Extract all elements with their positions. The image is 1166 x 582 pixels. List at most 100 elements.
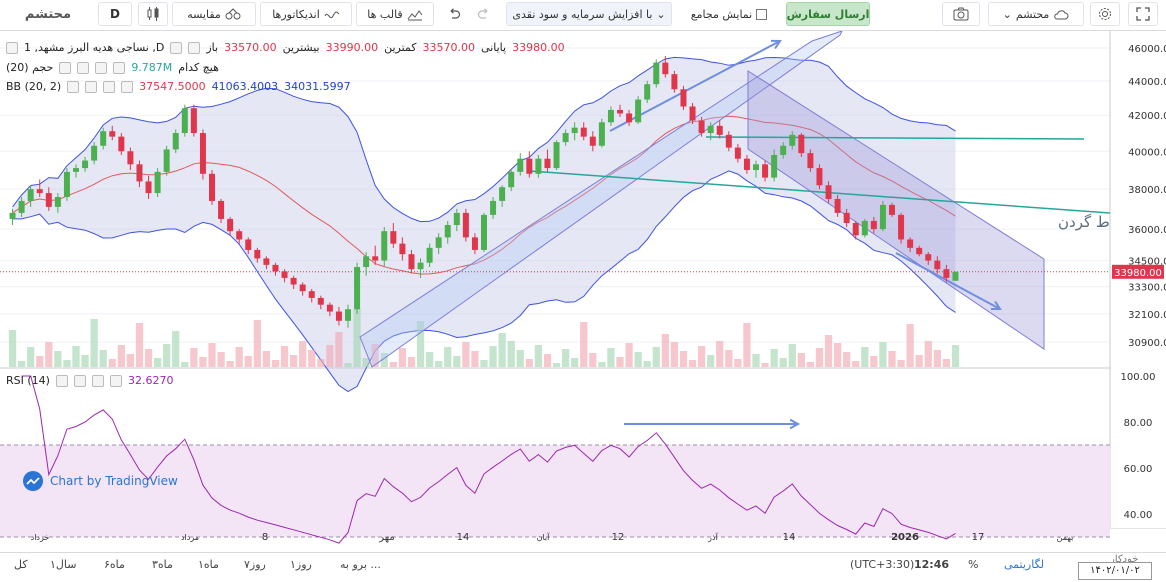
volume-bar (199, 357, 207, 367)
send-order-button[interactable]: ارسال سفارش (786, 2, 870, 26)
tradingview-watermark[interactable]: Chart by TradingView (22, 470, 178, 492)
templates-button[interactable]: قالب ها (356, 2, 434, 26)
adjustment-dropdown[interactable]: با افزایش سرمایه و سود نقدی ⌄ (506, 2, 672, 26)
layout-name: محتشم (1015, 7, 1050, 21)
volume-bar (362, 358, 370, 367)
volume-bar (806, 362, 815, 367)
interval-button[interactable]: D (98, 2, 132, 26)
redo-button[interactable] (470, 2, 498, 26)
date-box[interactable]: ۱۴۰۲/۰۱/۰۲ (1078, 562, 1152, 580)
candle-body (861, 220, 868, 236)
volume-bar (389, 362, 397, 367)
price-tick-label: 33300.00 (1128, 283, 1166, 294)
volume-bar (534, 345, 543, 367)
symbol-label: محتشم (24, 6, 72, 22)
chart-style-button[interactable] (138, 2, 168, 26)
candle-body (789, 134, 796, 146)
rsi-eye-button[interactable] (55, 374, 68, 387)
candle-body (879, 204, 886, 230)
volume-bar (27, 347, 35, 367)
timezone-label[interactable]: (UTC+3:30) (850, 558, 915, 571)
legend-eye-button[interactable] (188, 41, 201, 54)
candle-body (490, 200, 497, 215)
range-3m[interactable]: ۳ماه (152, 558, 173, 571)
volume-bar (398, 348, 407, 367)
candles-icon (147, 7, 159, 21)
bb-eye-button[interactable] (67, 80, 80, 93)
volume-bar (181, 362, 189, 367)
bb-more-button[interactable] (121, 80, 134, 93)
volume-bar (126, 354, 135, 367)
candle-body (553, 142, 560, 169)
compare-button[interactable]: مقایسه (172, 2, 256, 26)
indicators-button[interactable]: اندیکاتورها (260, 2, 352, 26)
symbol-search-button[interactable]: محتشم (2, 2, 94, 26)
volume-bar (135, 323, 144, 367)
candle-body (780, 145, 787, 155)
watermark-text: Chart by TradingView (50, 474, 178, 488)
range-1m[interactable]: ۱ماه (198, 558, 219, 571)
volume-bar (299, 341, 307, 367)
show-sum-toggle[interactable]: نمایش مجامع (676, 2, 782, 26)
volume-remove-button[interactable] (95, 61, 108, 74)
volume-bar (634, 352, 642, 367)
volume-bar (607, 348, 615, 367)
settings-button[interactable] (1090, 2, 1120, 26)
candle-body (381, 231, 388, 261)
goto-date-button[interactable]: برو به ... (340, 558, 381, 571)
undo-button[interactable] (440, 2, 468, 26)
rsi-remove-button[interactable] (91, 374, 104, 387)
volume-bar (679, 351, 688, 367)
trend-arrow-up-head (770, 39, 782, 50)
range-7d[interactable]: ۷روز (244, 558, 266, 571)
screenshot-button[interactable] (942, 2, 980, 26)
clock-label: 12:46 (914, 558, 950, 571)
bb-remove-button[interactable] (103, 80, 116, 93)
chevron-down-icon: ⌄ (656, 7, 666, 21)
volume-bar (643, 361, 651, 367)
bb-lower-line (12, 170, 956, 393)
volume-bar (716, 341, 724, 367)
candle-body (417, 262, 424, 270)
volume-bar (779, 358, 787, 367)
volume-more-button[interactable] (113, 61, 126, 74)
volume-bar (861, 347, 869, 367)
log-toggle[interactable]: لگاریتمی (1004, 558, 1044, 571)
legend-settings-button[interactable] (170, 41, 183, 54)
volume-bar (462, 342, 470, 367)
candle-body (290, 277, 297, 285)
volume-bar (90, 319, 98, 367)
bb-settings-button[interactable] (85, 80, 98, 93)
fullscreen-button[interactable] (1128, 2, 1158, 26)
range-1d[interactable]: ۱روز (290, 558, 312, 571)
chart-area[interactable]: 46000.00 44000.00 42000.00 40000.00 38000.00… (0, 30, 1166, 551)
candlesticks[interactable] (9, 56, 959, 328)
tradingview-logo-icon (23, 471, 43, 491)
percent-toggle[interactable]: % (968, 558, 979, 571)
volume-bar (951, 345, 960, 367)
range-6m[interactable]: ۶ماه (104, 558, 125, 571)
rsi-tick-label: 80.00 (1124, 418, 1153, 429)
chart-svg[interactable]: 46000.00 44000.00 42000.00 40000.00 38000.00… (0, 30, 1166, 551)
volume-settings-button[interactable] (77, 61, 90, 74)
volume-bar (743, 323, 751, 367)
range-1y[interactable]: ۱سال (50, 558, 77, 571)
price-tick-label: 40000.00 (1128, 147, 1166, 158)
volume-bar (924, 341, 932, 367)
range-all[interactable]: کل (14, 558, 28, 571)
candle-body (843, 212, 850, 223)
drawings (0, 30, 1111, 518)
auto-toggle[interactable]: خودکار (1110, 554, 1139, 565)
candle-body (834, 198, 841, 213)
volume-eye-button[interactable] (59, 61, 72, 74)
show-sum-checkbox[interactable] (756, 8, 768, 20)
rsi-settings-button[interactable] (73, 374, 86, 387)
volume-bar (870, 356, 878, 367)
candle-body (725, 134, 732, 148)
volume-bar (280, 346, 289, 367)
rsi-more-button[interactable] (109, 374, 122, 387)
volume-bar (416, 321, 425, 367)
candle-body (63, 171, 70, 197)
legend-collapse-button[interactable] (6, 41, 18, 54)
layout-save-button[interactable]: ⌄ محتشم (988, 2, 1084, 26)
